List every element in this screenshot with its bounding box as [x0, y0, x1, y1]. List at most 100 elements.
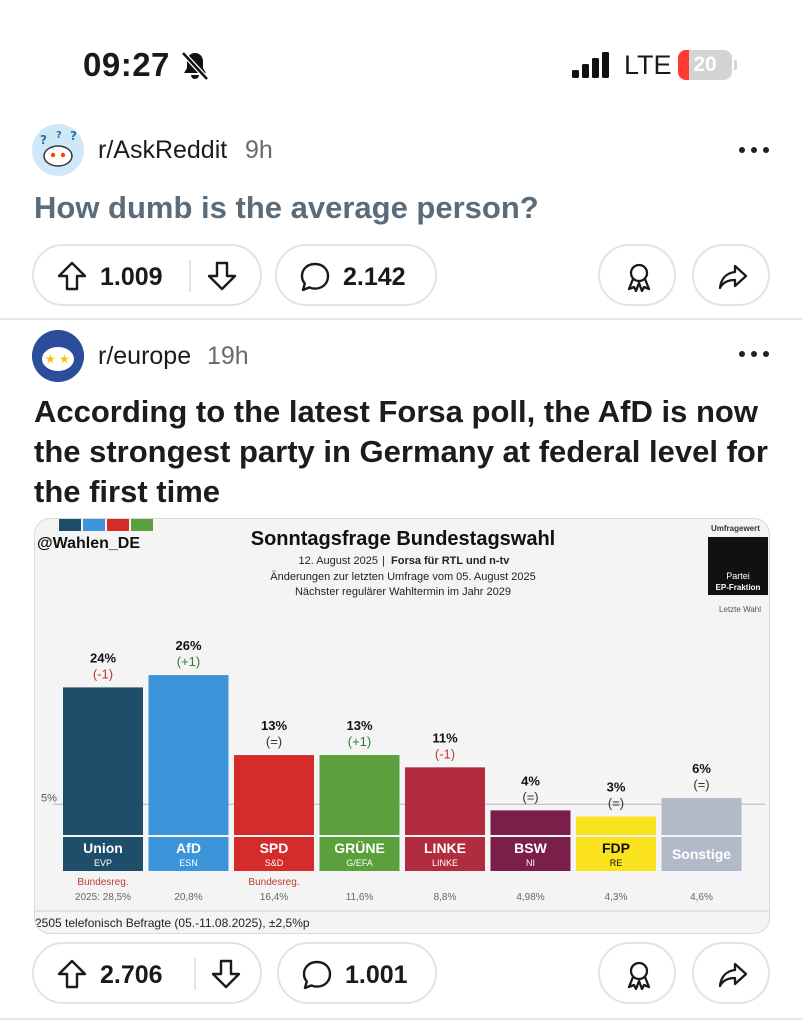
chart-source-tag: @Wahlen_DE [37, 535, 140, 552]
legend-box [708, 537, 768, 595]
battery-tip [734, 60, 737, 70]
party-fraction: EVP [94, 858, 112, 868]
party-tile [63, 837, 143, 871]
post-title[interactable]: How dumb is the average person? [34, 190, 539, 225]
comments-button[interactable]: 1.001 [277, 942, 437, 1004]
chart-changes-line: Änderungen zur letzten Umfrage vom 05. A… [270, 571, 535, 583]
svg-text:?: ? [70, 129, 77, 143]
subreddit-name[interactable]: r/europe [98, 342, 192, 370]
subreddit-avatar[interactable]: ★ ★ [32, 330, 84, 382]
bar [661, 798, 742, 835]
subreddit-avatar[interactable]: ? ? ? [32, 124, 84, 176]
bar-value-label: 6% [692, 761, 711, 776]
award-icon [627, 263, 651, 292]
share-button[interactable] [692, 942, 770, 1004]
bar [405, 767, 485, 835]
subreddit-name[interactable]: r/AskReddit [98, 136, 228, 164]
clock-time: 09:27 [83, 46, 170, 83]
upvote-arrow-icon[interactable] [56, 958, 88, 990]
battery-icon: 20 [678, 50, 732, 80]
award-button[interactable] [598, 942, 676, 1004]
government-label: Bundesreg. [77, 877, 128, 888]
last-election-value: 11,6% [346, 892, 374, 903]
header-color-swatch [83, 519, 105, 531]
last-election-value: 20,8% [174, 892, 202, 903]
bar-change-label: (-1) [93, 666, 113, 681]
upvote-arrow-icon[interactable] [56, 260, 88, 292]
party-tile [490, 837, 571, 871]
party-tile [234, 837, 314, 871]
award-icon [627, 961, 651, 990]
post-divider [0, 1018, 803, 1020]
downvote-arrow-icon[interactable] [206, 260, 238, 292]
more-options-icon[interactable] [738, 348, 772, 360]
post-card[interactable]: ? ? ? r/AskReddit 9h How dumb is the ave… [0, 110, 803, 320]
chart-footnote: 2505 telefonisch Befragte (05.-11.08.202… [35, 916, 310, 930]
bar-value-label: 11% [432, 730, 458, 745]
bar-value-label: 26% [175, 638, 201, 653]
party-name: FDP [602, 840, 630, 856]
party-tile [405, 837, 485, 871]
bar-change-label: (+1) [177, 654, 200, 669]
award-button[interactable] [598, 244, 676, 306]
bar-value-label: 24% [90, 650, 116, 665]
bar-change-label: (=) [266, 734, 282, 749]
battery-level: 20 [693, 53, 717, 76]
bar-value-label: 4% [521, 773, 540, 788]
party-name: BSW [514, 840, 547, 856]
party-name: GRÜNE [334, 840, 385, 856]
bar-change-label: (=) [522, 789, 538, 804]
bar [148, 675, 229, 835]
upvote-count: 2.706 [100, 961, 163, 989]
comment-count: 2.142 [343, 263, 406, 291]
poll-chart: @Wahlen_DE Sonntagsfrage Bundestagswahl 12… [35, 519, 769, 930]
post-image[interactable]: @Wahlen_DE Sonntagsfrage Bundestagswahl 12… [34, 518, 770, 934]
post-divider [0, 318, 803, 320]
party-name: Union [83, 840, 123, 856]
bell-slash-icon [181, 51, 209, 81]
bar-value-label: 13% [346, 718, 372, 733]
downvote-arrow-icon[interactable] [210, 958, 242, 990]
party-name: LINKE [424, 840, 466, 856]
last-election-value: 4,3% [605, 892, 628, 903]
chart-title: Sonntagsfrage Bundestagswahl [251, 528, 556, 550]
party-tile [148, 837, 229, 871]
share-icon [718, 962, 748, 988]
post-age: 9h [245, 136, 273, 164]
header-color-swatch [59, 519, 81, 531]
party-fraction: ESN [179, 858, 198, 868]
upvote-count: 1.009 [100, 263, 163, 291]
bar [63, 687, 143, 835]
chart-institute: Forsa für RTL und n-tv [391, 555, 510, 567]
post-title[interactable]: According to the latest Forsa poll, the … [34, 394, 768, 509]
legend-last-election-label: Letzte Wahl [719, 605, 761, 614]
comment-bubble-icon [302, 960, 332, 990]
network-type: LTE [624, 50, 672, 80]
svg-text:★: ★ [45, 352, 56, 366]
bar [576, 816, 656, 835]
header-color-swatch [107, 519, 129, 531]
chart-separator: | [382, 555, 385, 567]
party-tile [661, 837, 742, 871]
comment-bubble-icon [300, 262, 330, 292]
bar [319, 755, 400, 835]
vote-bar: 2.706 [32, 942, 262, 1004]
post-card[interactable]: ★ ★ r/europe 19h According to the latest… [0, 320, 803, 1024]
cellular-signal-icon [572, 52, 609, 78]
vote-divider [189, 260, 191, 292]
chart-date: 12. August 2025 [298, 555, 378, 567]
last-election-value: 4,98% [516, 892, 544, 903]
chart-next-election-line: Nächster regulärer Wahltermin im Jahr 20… [295, 586, 511, 598]
svg-text:★: ★ [59, 352, 70, 366]
svg-text:?: ? [56, 130, 62, 141]
bar-value-label: 3% [607, 780, 626, 795]
party-fraction: NI [526, 858, 535, 868]
party-fraction: LINKE [432, 858, 458, 868]
party-name: SPD [260, 840, 289, 856]
post-age: 19h [207, 342, 249, 370]
comments-button[interactable]: 2.142 [275, 244, 437, 306]
share-button[interactable] [692, 244, 770, 306]
legend-top-label: Umfragewert [711, 524, 760, 533]
more-options-icon[interactable] [738, 144, 772, 156]
bar-change-label: (-1) [435, 746, 455, 761]
